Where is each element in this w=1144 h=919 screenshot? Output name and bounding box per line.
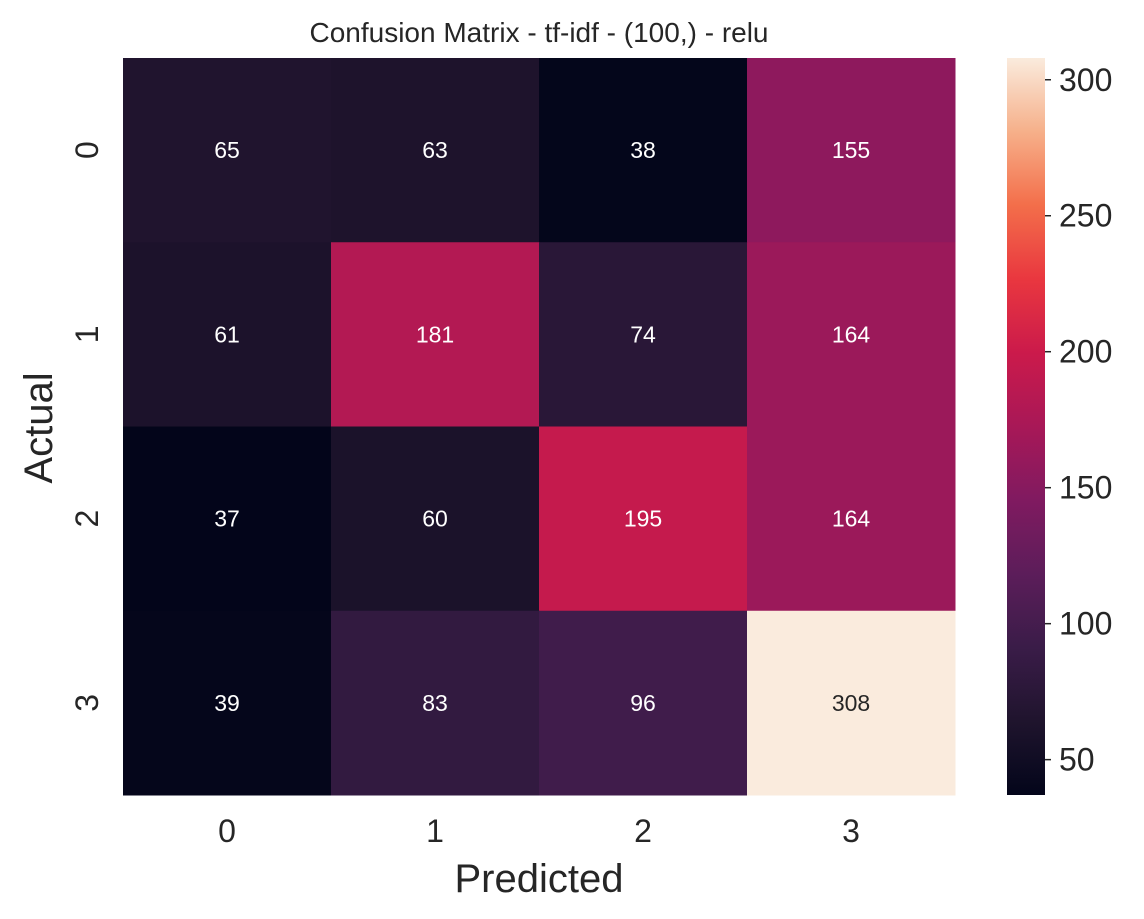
y-tick-label: 3: [69, 694, 105, 712]
x-tick-label: 0: [218, 813, 236, 849]
x-tick-label: 3: [842, 813, 860, 849]
heatmap-cell: [747, 58, 956, 243]
colorbar-tick-label: 250: [1059, 198, 1112, 234]
heatmap-cell: [539, 58, 748, 243]
cell-value-label: 164: [832, 321, 871, 347]
cell-value-label: 96: [630, 690, 656, 716]
heatmap-cell: [331, 426, 540, 612]
heatmap-cell: [539, 242, 748, 427]
heatmap-cell: [331, 610, 540, 796]
cell-value-label: 65: [214, 137, 240, 163]
x-tick-label: 2: [634, 813, 652, 849]
colorbar-tick-label: 200: [1059, 334, 1112, 370]
colorbar-tick-label: 300: [1059, 62, 1112, 98]
colorbar-ticks: 50 100 150 200 250 300: [1045, 62, 1112, 778]
cell-value-label: 155: [832, 137, 870, 163]
colorbar-tick-label: 150: [1059, 470, 1112, 506]
y-axis-label: Actual: [17, 372, 61, 483]
heatmap-cell: [331, 58, 540, 243]
heatmap-cell: [123, 58, 332, 243]
heatmap-cell: [747, 610, 956, 796]
chart-title: Confusion Matrix - tf-idf - (100,) - rel…: [309, 17, 768, 48]
cell-value-label: 37: [214, 506, 240, 532]
cell-value-label: 63: [422, 137, 448, 163]
heatmap-cells: 65 63 38 155 61 181 74 164 37 60 195 164 39 83 96 308: [123, 58, 956, 796]
y-tick-labels: 0 1 2 3: [69, 141, 105, 712]
cell-value-label: 308: [832, 690, 870, 716]
heatmap-cell: [123, 426, 332, 612]
cell-value-label: 60: [422, 506, 448, 532]
cell-value-label: 38: [630, 137, 656, 163]
cell-value-label: 195: [624, 506, 662, 532]
cell-value-label: 61: [214, 321, 240, 347]
x-tick-labels: 0 1 2 3: [218, 813, 860, 849]
cell-value-label: 164: [832, 506, 871, 532]
y-tick-label: 0: [69, 141, 105, 159]
heatmap-cell: [331, 242, 540, 427]
heatmap-cell: [123, 610, 332, 796]
y-tick-label: 2: [69, 510, 105, 528]
heatmap-cell: [747, 242, 956, 427]
cell-value-label: 74: [630, 321, 656, 347]
heatmap-cell: [747, 426, 956, 612]
y-tick-label: 1: [69, 325, 105, 343]
heatmap-cell: [123, 242, 332, 427]
colorbar-tick-label: 50: [1059, 742, 1095, 778]
x-tick-label: 1: [426, 813, 444, 849]
cell-value-label: 39: [214, 690, 240, 716]
colorbar: [1007, 58, 1045, 795]
cell-value-label: 83: [422, 690, 448, 716]
cell-value-label: 181: [416, 321, 454, 347]
x-axis-label: Predicted: [455, 857, 624, 901]
colorbar-tick-label: 100: [1059, 606, 1112, 642]
heatmap-cell: [539, 610, 748, 796]
heatmap-cell: [539, 426, 748, 612]
